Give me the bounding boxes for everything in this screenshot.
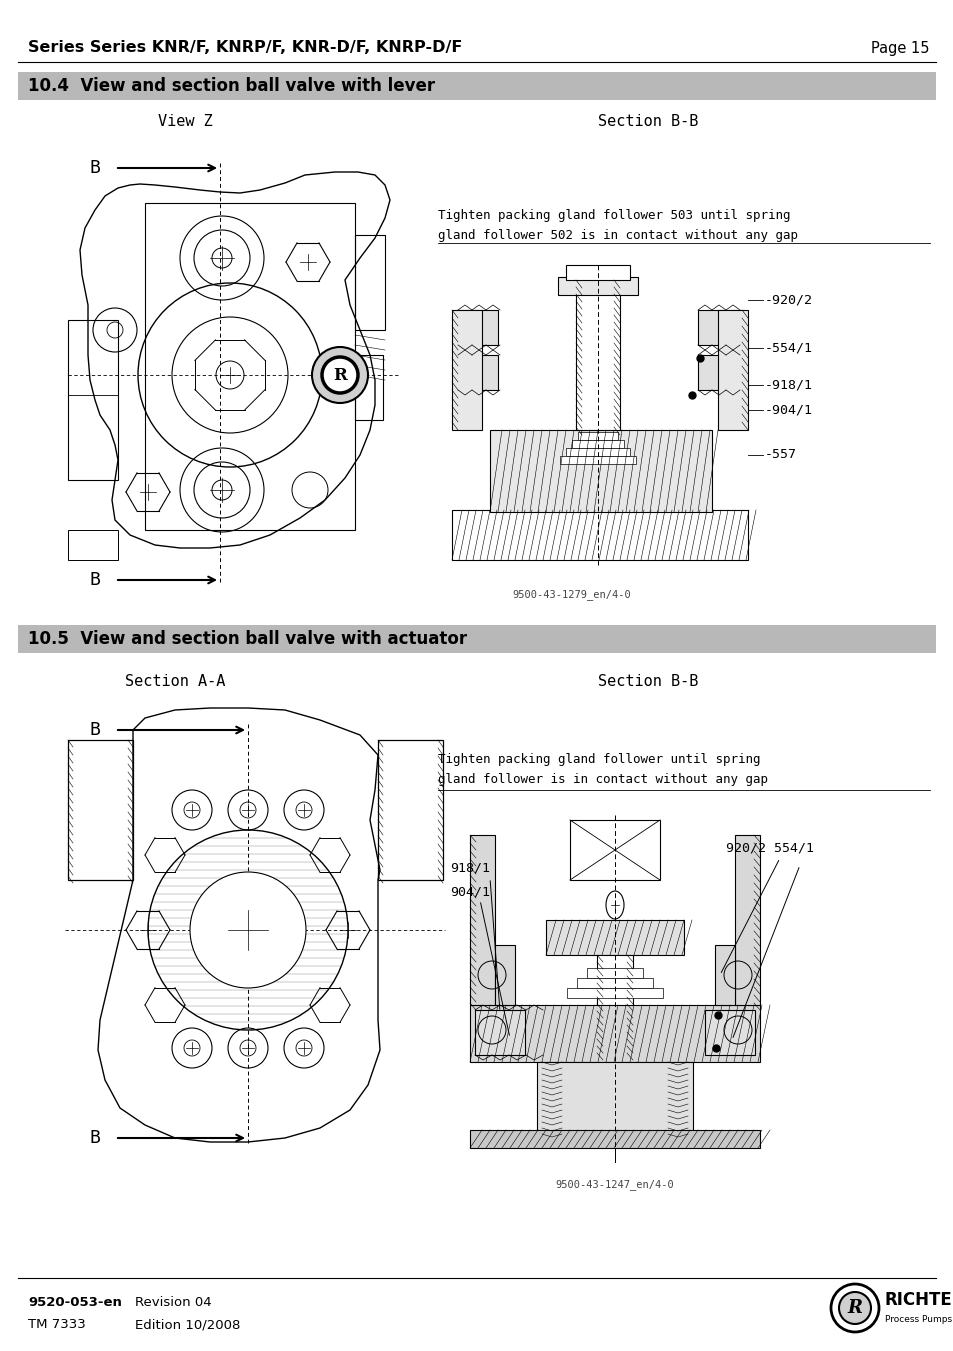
- Bar: [490, 430, 711, 512]
- Text: R: R: [846, 1300, 862, 1317]
- Bar: [545, 920, 683, 955]
- Bar: [68, 530, 118, 561]
- Text: 10.4  View and section ball valve with lever: 10.4 View and section ball valve with le…: [28, 77, 435, 95]
- Bar: [457, 309, 497, 345]
- Bar: [355, 355, 382, 420]
- Bar: [566, 988, 662, 998]
- Bar: [698, 355, 738, 390]
- Text: 9500-43-1247_en/4-0: 9500-43-1247_en/4-0: [555, 1179, 674, 1190]
- Text: B: B: [90, 721, 101, 739]
- Bar: [704, 1011, 754, 1055]
- Bar: [18, 626, 935, 653]
- Bar: [355, 235, 385, 330]
- Bar: [578, 432, 618, 440]
- Bar: [470, 1129, 760, 1148]
- Bar: [577, 978, 652, 988]
- Bar: [597, 955, 633, 1061]
- Text: 904/1: 904/1: [450, 885, 490, 898]
- Text: R: R: [333, 366, 347, 384]
- Text: Page 15: Page 15: [871, 41, 929, 55]
- Circle shape: [312, 347, 368, 403]
- Bar: [537, 1062, 692, 1146]
- Text: Section A-A: Section A-A: [125, 674, 225, 689]
- Text: Edition 10/2008: Edition 10/2008: [135, 1319, 240, 1332]
- Bar: [145, 203, 355, 530]
- Bar: [586, 969, 642, 978]
- Circle shape: [838, 1292, 870, 1324]
- Text: 9500-43-1279_en/4-0: 9500-43-1279_en/4-0: [512, 589, 631, 600]
- Text: 10.5  View and section ball valve with actuator: 10.5 View and section ball valve with ac…: [28, 630, 467, 648]
- Bar: [718, 309, 747, 430]
- Text: -918/1: -918/1: [764, 378, 812, 392]
- Bar: [569, 820, 659, 880]
- Bar: [714, 944, 734, 1005]
- Bar: [565, 265, 629, 280]
- Circle shape: [190, 871, 306, 988]
- Text: View Z: View Z: [157, 115, 213, 130]
- Bar: [377, 740, 442, 880]
- Text: RICHTER: RICHTER: [884, 1292, 953, 1309]
- Bar: [495, 944, 515, 1005]
- Text: B: B: [90, 571, 101, 589]
- Bar: [475, 1011, 524, 1055]
- Text: Tighten packing gland follower until spring: Tighten packing gland follower until spr…: [437, 754, 760, 766]
- Text: Tighten packing gland follower 503 until spring: Tighten packing gland follower 503 until…: [437, 208, 790, 222]
- Text: gland follower is in contact without any gap: gland follower is in contact without any…: [437, 774, 767, 786]
- Bar: [18, 72, 935, 100]
- Bar: [558, 277, 638, 295]
- Text: Section B-B: Section B-B: [598, 674, 698, 689]
- Text: Revision 04: Revision 04: [135, 1296, 212, 1309]
- Circle shape: [830, 1283, 878, 1332]
- Bar: [734, 835, 760, 1005]
- Text: -557: -557: [764, 449, 796, 462]
- Text: Section B-B: Section B-B: [598, 115, 698, 130]
- Text: Series Series KNR/F, KNRP/F, KNR-D/F, KNRP-D/F: Series Series KNR/F, KNRP/F, KNR-D/F, KN…: [28, 41, 462, 55]
- Bar: [576, 280, 619, 430]
- Circle shape: [322, 357, 357, 393]
- Text: 9520-053-en: 9520-053-en: [28, 1296, 122, 1309]
- Text: gland follower 502 is in contact without any gap: gland follower 502 is in contact without…: [437, 228, 797, 242]
- Text: -920/2: -920/2: [764, 293, 812, 307]
- Bar: [559, 457, 636, 463]
- Bar: [68, 320, 118, 480]
- Bar: [452, 309, 481, 430]
- Bar: [68, 740, 132, 880]
- Text: 918/1: 918/1: [450, 862, 490, 874]
- Bar: [565, 449, 629, 457]
- Text: -554/1: -554/1: [764, 342, 812, 354]
- Bar: [452, 509, 747, 561]
- Text: 920/2 554/1: 920/2 554/1: [725, 842, 813, 854]
- Bar: [698, 309, 738, 345]
- Text: B: B: [90, 1129, 101, 1147]
- Text: B: B: [90, 159, 101, 177]
- Bar: [470, 835, 495, 1005]
- Bar: [572, 440, 623, 449]
- Text: -904/1: -904/1: [764, 404, 812, 416]
- Text: Process Pumps & Valves: Process Pumps & Valves: [884, 1316, 953, 1324]
- Text: TM 7333: TM 7333: [28, 1319, 86, 1332]
- Bar: [470, 1005, 760, 1062]
- Bar: [457, 355, 497, 390]
